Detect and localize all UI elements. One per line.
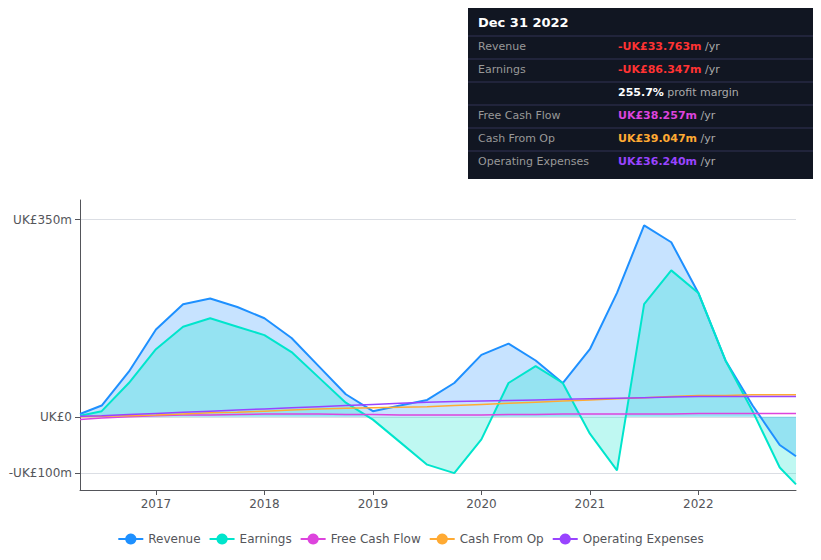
svg-text:Revenue: Revenue (148, 532, 200, 546)
svg-text:2017: 2017 (141, 497, 172, 511)
svg-text:UK£36.240m: UK£36.240m (618, 155, 697, 168)
svg-text:UK£350m: UK£350m (13, 213, 72, 227)
svg-text:Free Cash Flow: Free Cash Flow (331, 532, 421, 546)
svg-text:UK£39.047m: UK£39.047m (618, 132, 697, 145)
svg-text:UK£38.257m: UK£38.257m (618, 109, 697, 122)
svg-text:Operating Expenses: Operating Expenses (478, 155, 589, 168)
svg-text:2020: 2020 (466, 497, 497, 511)
svg-text:Free Cash Flow: Free Cash Flow (478, 109, 561, 122)
svg-text:Earnings: Earnings (240, 532, 292, 546)
svg-text:Earnings: Earnings (478, 63, 526, 76)
svg-text:Dec 31 2022: Dec 31 2022 (478, 15, 569, 30)
svg-text:2018: 2018 (249, 497, 280, 511)
svg-text:-UK£86.347m: -UK£86.347m (618, 63, 702, 76)
svg-text:UK£0: UK£0 (40, 410, 72, 424)
svg-text:255.7%: 255.7% (618, 86, 664, 99)
svg-text:2022: 2022 (683, 497, 714, 511)
svg-text:/yr: /yr (697, 109, 716, 122)
svg-text:Revenue: Revenue (478, 40, 526, 53)
svg-text:/yr: /yr (702, 63, 721, 76)
svg-text:/yr: /yr (697, 155, 716, 168)
svg-text:-UK£33.763m: -UK£33.763m (618, 40, 702, 53)
svg-text:Cash From Op: Cash From Op (478, 132, 555, 145)
svg-text:Operating Expenses: Operating Expenses (583, 532, 704, 546)
svg-text:/yr: /yr (702, 40, 721, 53)
svg-text:2019: 2019 (358, 497, 389, 511)
svg-text:-UK£100m: -UK£100m (9, 466, 72, 480)
svg-text:Cash From Op: Cash From Op (460, 532, 544, 546)
svg-text:2021: 2021 (575, 497, 606, 511)
svg-text:/yr: /yr (697, 132, 716, 145)
svg-text:profit margin: profit margin (664, 86, 739, 99)
